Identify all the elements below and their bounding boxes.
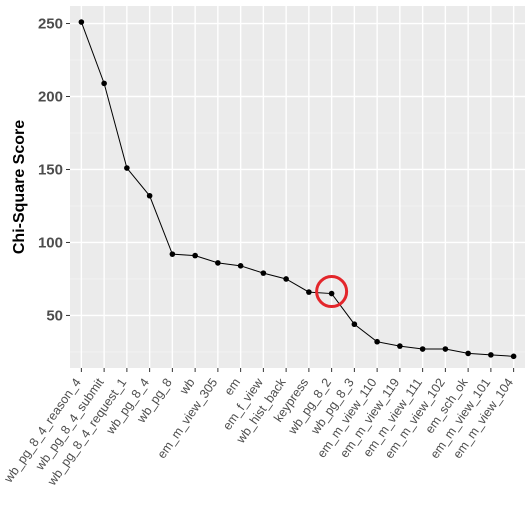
data-point bbox=[488, 352, 494, 358]
data-point bbox=[374, 338, 380, 345]
y-tick-label: 50 bbox=[46, 307, 63, 324]
data-point bbox=[237, 263, 244, 269]
data-point bbox=[192, 252, 198, 259]
grid-lines bbox=[70, 6, 525, 368]
y-tick-label: 250 bbox=[38, 16, 63, 33]
y-tick-label: 100 bbox=[38, 234, 63, 251]
data-point bbox=[101, 80, 107, 87]
data-point bbox=[306, 289, 312, 295]
highlight-circle bbox=[315, 275, 349, 309]
x-tick-label: em bbox=[222, 376, 243, 398]
data-point bbox=[465, 350, 471, 357]
data-point bbox=[215, 260, 221, 266]
data-point bbox=[169, 251, 176, 257]
plot-panel bbox=[70, 6, 525, 368]
data-point bbox=[442, 346, 449, 352]
x-axis: wb_pg_8_4_reason_4wb_pg_8_4_submitwb_pg_… bbox=[1, 368, 516, 489]
data-point bbox=[510, 353, 517, 360]
data-point bbox=[419, 346, 426, 352]
y-tick-label: 150 bbox=[38, 161, 63, 178]
data-point bbox=[397, 343, 403, 349]
y-tick-label: 200 bbox=[38, 89, 63, 106]
data-point bbox=[328, 290, 335, 297]
data-point bbox=[351, 321, 358, 328]
data-point bbox=[124, 165, 130, 171]
data-point bbox=[283, 276, 289, 282]
data-point bbox=[260, 270, 267, 276]
x-tick-label: wb bbox=[176, 376, 197, 398]
y-axis: 50 100 150 200 250 bbox=[38, 16, 70, 324]
data-point bbox=[78, 19, 85, 25]
data-point bbox=[146, 192, 153, 199]
y-axis-label: Chi-Square Score bbox=[11, 120, 28, 254]
series-line bbox=[80, 21, 514, 357]
data-points bbox=[78, 19, 517, 360]
